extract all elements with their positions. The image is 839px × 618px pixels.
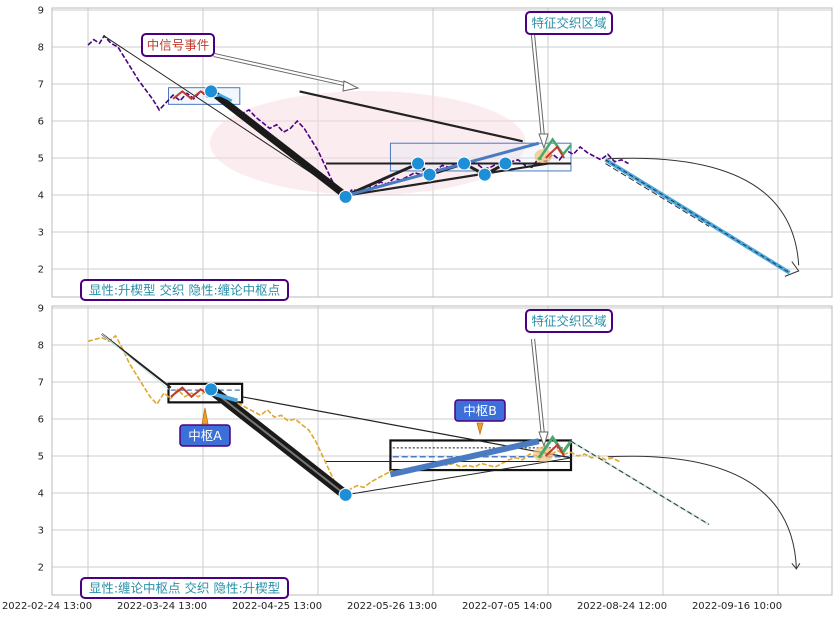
pivot-wiggle [172, 90, 211, 101]
y-tick-label: 4 [38, 489, 44, 500]
forecast-alt-line [605, 163, 710, 227]
x-tick-label: 2022-05-26 13:00 [347, 601, 437, 612]
pivot-wiggle [170, 386, 211, 399]
y-tick-label: 8 [38, 341, 44, 352]
y-tick-label: 6 [38, 117, 44, 128]
heavy-down-leg-core [210, 388, 347, 496]
top-zone-callout: 特征交织区域 [525, 11, 613, 150]
zigzag-line [103, 35, 346, 197]
y-tick-label: 5 [38, 154, 44, 165]
feature-wiggle [545, 145, 565, 159]
top-panel-frame [51, 7, 833, 298]
x-axis-ticks: 2022-02-24 13:00 2022-03-24 13:00 2022-04-… [2, 601, 782, 612]
wedge-lower-line [345, 162, 549, 197]
y-tick-label: 3 [38, 228, 44, 239]
rising-leg [389, 438, 540, 478]
pivot-marker [338, 189, 353, 204]
y-tick-label: 7 [38, 80, 44, 91]
y-tick-label: 5 [38, 452, 44, 463]
pivot-marker [411, 156, 426, 171]
pivot-b-box [389, 439, 573, 472]
pivot-marker [338, 487, 353, 502]
x-tick-label: 2022-04-25 13:00 [232, 601, 322, 612]
y-tick-label: 9 [38, 304, 44, 315]
forecast-arrowhead [784, 261, 800, 277]
pivot-marker [498, 156, 513, 171]
bottom-y-axis: 2 3 4 5 6 7 8 9 [38, 304, 44, 574]
y-tick-label: 6 [38, 415, 44, 426]
pivot-a-box [167, 382, 244, 404]
x-tick-label: 2022-07-05 14:00 [462, 601, 552, 612]
forecast-arc [607, 455, 797, 569]
bottom-legend-text: 显性:缠论中枢点 交织 隐性:升楔型 [89, 581, 280, 596]
feature-blob [533, 446, 554, 463]
y-tick-label: 2 [38, 265, 44, 276]
y-tick-label: 8 [38, 43, 44, 54]
heavy-down-leg [208, 88, 348, 199]
pivot-a-label-text: 中枢A [188, 428, 222, 443]
top-legend: 显性:升楔型 交织 隐性:缠论中枢点 [80, 279, 289, 301]
bottom-zone-callout-text: 特征交织区域 [531, 314, 606, 329]
signal-callout-text: 中信号事件 [147, 38, 210, 53]
top-plot-area [87, 34, 800, 277]
pivot-marker [204, 382, 219, 397]
x-tick-label: 2022-03-24 13:00 [117, 601, 207, 612]
y-tick-label: 4 [38, 191, 44, 202]
signal-callout: 中信号事件 [141, 33, 360, 92]
forecast-dashed [605, 159, 790, 274]
x-tick-label: 2022-02-24 13:00 [2, 601, 92, 612]
pivot-marker [422, 167, 437, 182]
pivot-marker [204, 84, 219, 99]
bottom-zone-callout: 特征交织区域 [525, 309, 613, 448]
y-tick-label: 2 [38, 563, 44, 574]
pivot-marker [457, 156, 472, 171]
top-legend-text: 显性:升楔型 交织 隐性:缠论中枢点 [89, 283, 280, 298]
bottom-panel-frame [51, 305, 833, 596]
y-tick-label: 3 [38, 526, 44, 537]
forecast-arc [607, 157, 800, 266]
pivot-b-label-text: 中枢B [463, 403, 497, 418]
pivot-marker [477, 167, 492, 182]
forecast-dashed [570, 440, 710, 525]
pivot-b-label: 中枢B [454, 399, 506, 436]
support-line [345, 457, 572, 496]
top-y-axis: 2 3 4 5 6 7 8 9 [38, 6, 44, 276]
bottom-plot-area [87, 333, 801, 570]
bottom-panel-grid [52, 306, 832, 595]
y-tick-label: 9 [38, 6, 44, 17]
y-tick-label: 7 [38, 378, 44, 389]
bottom-legend: 显性:缠论中枢点 交织 隐性:升楔型 [80, 577, 289, 599]
zigzag-line [101, 333, 169, 390]
top-zone-callout-text: 特征交织区域 [531, 16, 606, 31]
forecast-arrowhead [791, 562, 801, 570]
feature-wiggle [545, 443, 565, 457]
wedge-upper-line [299, 90, 523, 143]
rising-leg [345, 141, 540, 198]
pivot-a-label: 中枢A [179, 407, 231, 447]
x-tick-label: 2022-09-16 10:00 [692, 601, 782, 612]
x-tick-label: 2022-08-24 12:00 [577, 601, 667, 612]
